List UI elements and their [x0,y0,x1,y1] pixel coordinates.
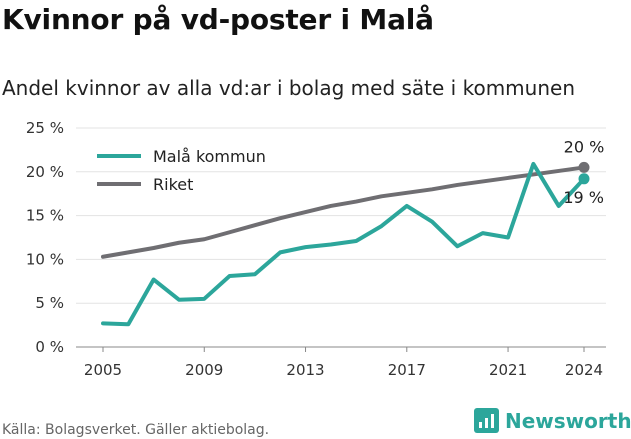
y-axis-ticks: 0 % 5 % 10 % 15 % 20 % 25 % [26,119,64,356]
x-tick-label: 2013 [286,361,324,379]
y-tick-label: 5 % [35,294,64,312]
series-end-point-riket [578,161,590,173]
chart-title: Kvinnor på vd-poster i Malå [2,3,434,36]
source-note: Källa: Bolagsverket. Gäller aktiebolag. [2,422,270,438]
x-tick-label: 2009 [185,361,223,379]
bar-chart-icon [474,408,499,433]
x-tick-label: 2024 [565,361,603,379]
x-axis-ticks: 2005 2009 2013 2017 2021 2024 [84,347,603,379]
x-tick-label: 2005 [84,361,122,379]
legend: Malå kommun Riket [97,147,266,194]
chart-subtitle: Andel kvinnor av alla vd:ar i bolag med … [2,76,575,100]
y-tick-label: 20 % [26,163,64,181]
y-tick-label: 0 % [35,338,64,356]
x-tick-label: 2017 [388,361,426,379]
end-label-riket: 20 % [564,137,605,156]
series-line-riket [101,165,586,259]
series-end-point-mala-kommun [578,173,590,185]
series-line-mala-kommun [101,161,586,327]
end-labels: 20 % 19 % [563,137,604,206]
legend-label: Malå kommun [153,147,266,166]
end-label-mala-kommun: 19 % [563,188,604,207]
line-chart: 0 %5 %10 %15 %20 %25 % 2005 2009 2013 2017 2… [26,119,606,379]
x-tick-label: 2021 [489,361,527,379]
series-lines [101,161,590,327]
y-tick-label: 10 % [26,250,64,268]
brand-logo: Newsworthy [474,408,631,433]
legend-label: Riket [153,175,193,194]
brand-name: Newsworthy [505,408,631,433]
y-tick-label: 15 % [26,207,64,225]
y-tick-label: 25 % [26,119,64,137]
